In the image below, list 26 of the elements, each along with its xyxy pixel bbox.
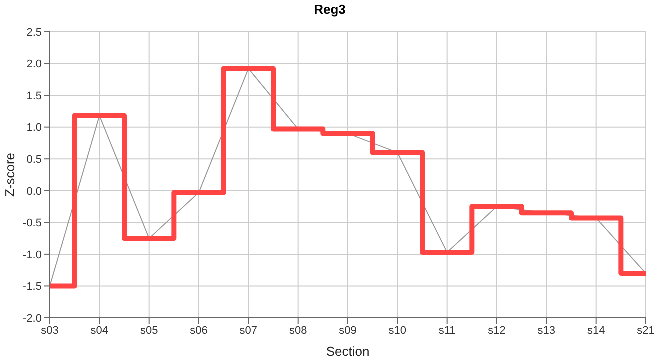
- x-tick-label: s10: [388, 324, 407, 337]
- y-tick-label: 1.0: [26, 122, 42, 134]
- x-tick-label: s03: [41, 324, 59, 337]
- x-tick-label: s08: [289, 324, 308, 337]
- y-tick-label: -1.5: [23, 281, 42, 294]
- y-tick-label: 1.5: [26, 90, 42, 102]
- y-tick-label: 2.0: [26, 58, 42, 71]
- y-tick-label: -2.0: [23, 312, 42, 325]
- x-tick-label: s13: [538, 324, 556, 337]
- y-tick-label: -1.0: [23, 249, 42, 262]
- x-tick-label: s05: [140, 324, 158, 337]
- x-tick-label: s09: [339, 324, 357, 337]
- x-axis-title: Section: [326, 344, 370, 359]
- x-tick-label: s06: [190, 324, 208, 337]
- y-tick-label: 0.0: [26, 186, 42, 198]
- x-tick-label: s21: [637, 324, 655, 337]
- x-tick-label: s07: [240, 324, 258, 337]
- x-tick-label: s14: [587, 324, 606, 337]
- y-tick-label: -0.5: [23, 218, 42, 230]
- y-tick-label: 0.5: [26, 154, 42, 166]
- chart-title: Reg3: [313, 1, 347, 19]
- x-tick-label: s11: [438, 324, 456, 337]
- x-tick-label: s04: [90, 324, 109, 337]
- y-axis-title: Z-score: [2, 152, 18, 198]
- x-tick-label: s12: [488, 324, 506, 337]
- y-tick-label: 2.5: [26, 26, 42, 39]
